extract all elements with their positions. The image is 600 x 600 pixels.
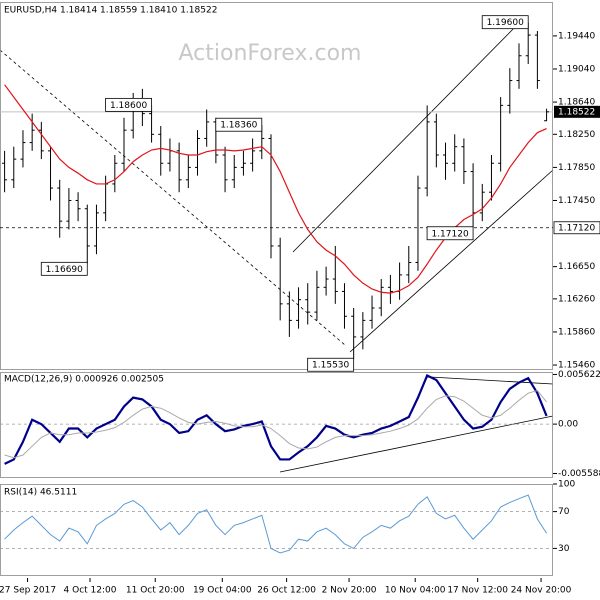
annotation-label: 1.18600 (110, 101, 147, 111)
x-tick-label: 10 Nov 04:00 (385, 586, 446, 596)
y-tick-label: 30 (558, 544, 570, 554)
level-label: 1.17120 (558, 223, 595, 233)
y-tick-label: 1.19440 (558, 31, 595, 41)
y-tick-label: 1.15460 (558, 361, 595, 371)
annotation-box (307, 357, 355, 372)
y-tick-label: 0.005622 (558, 370, 600, 380)
annotation-label: 1.15530 (312, 361, 349, 371)
annotation-box (40, 261, 88, 276)
annotation-box (215, 117, 263, 132)
x-tick-label: 2 Nov 20:00 (322, 586, 377, 596)
rsi-title: RSI(14) 46.5111 (4, 488, 77, 498)
annotation-box (481, 15, 529, 30)
annotation-box (105, 97, 152, 112)
x-tick-label: 17 Nov 12:00 (447, 586, 508, 596)
series-line (4, 389, 547, 459)
annotation-label: 1.18360 (220, 121, 257, 131)
annotation-label: 1.16690 (46, 265, 83, 275)
x-tick-label: 27 Sep 2017 (0, 586, 56, 596)
level-box (553, 221, 600, 235)
trend-line (429, 376, 554, 385)
x-tick-label: 24 Nov 20:00 (511, 586, 572, 596)
y-tick-label: 1.19040 (558, 64, 595, 74)
y-tick-label: 1.18640 (558, 98, 595, 108)
y-tick-label: 70 (558, 507, 570, 517)
x-tick-label: 11 Oct 20:00 (126, 586, 185, 596)
annotation-label: 1.19600 (487, 18, 524, 28)
x-tick-label: 19 Oct 04:00 (193, 586, 252, 596)
series-line (4, 494, 547, 554)
current-price-box (554, 105, 600, 118)
y-tick-label: -0.005588 (558, 469, 600, 479)
y-tick-label: 100 (558, 480, 575, 490)
chart-title: EURUSD,H4 1.18414 1.18559 1.18410 1.1852… (4, 6, 217, 16)
pane-frame (0, 484, 553, 576)
y-tick-label: 1.15860 (558, 327, 595, 337)
annotation-box (426, 226, 474, 241)
y-tick-label: 1.17450 (558, 196, 595, 206)
y-tick-label: 1.18250 (558, 130, 595, 140)
trend-line (279, 415, 554, 473)
x-tick-label: 4 Oct 12:00 (64, 586, 117, 596)
series-line (4, 374, 548, 465)
annotation-label: 1.17120 (431, 229, 468, 239)
x-tick-label: 26 Oct 12:00 (257, 586, 316, 596)
trend-line (292, 19, 523, 253)
y-tick-label: 0.00 (558, 420, 578, 430)
y-tick-label: 1.17850 (558, 163, 595, 173)
trend-line (0, 49, 346, 346)
current-price-label: 1.18522 (558, 107, 595, 117)
macd-title: MACD(12,26,9) 0.000926 0.002505 (4, 375, 164, 385)
pane-frame (0, 2, 553, 370)
pane-frame (0, 372, 553, 478)
watermark: ActionForex.com (179, 41, 362, 66)
trend-line (349, 169, 554, 353)
y-tick-label: 1.16260 (558, 294, 595, 304)
y-tick-label: 1.16650 (558, 262, 595, 272)
